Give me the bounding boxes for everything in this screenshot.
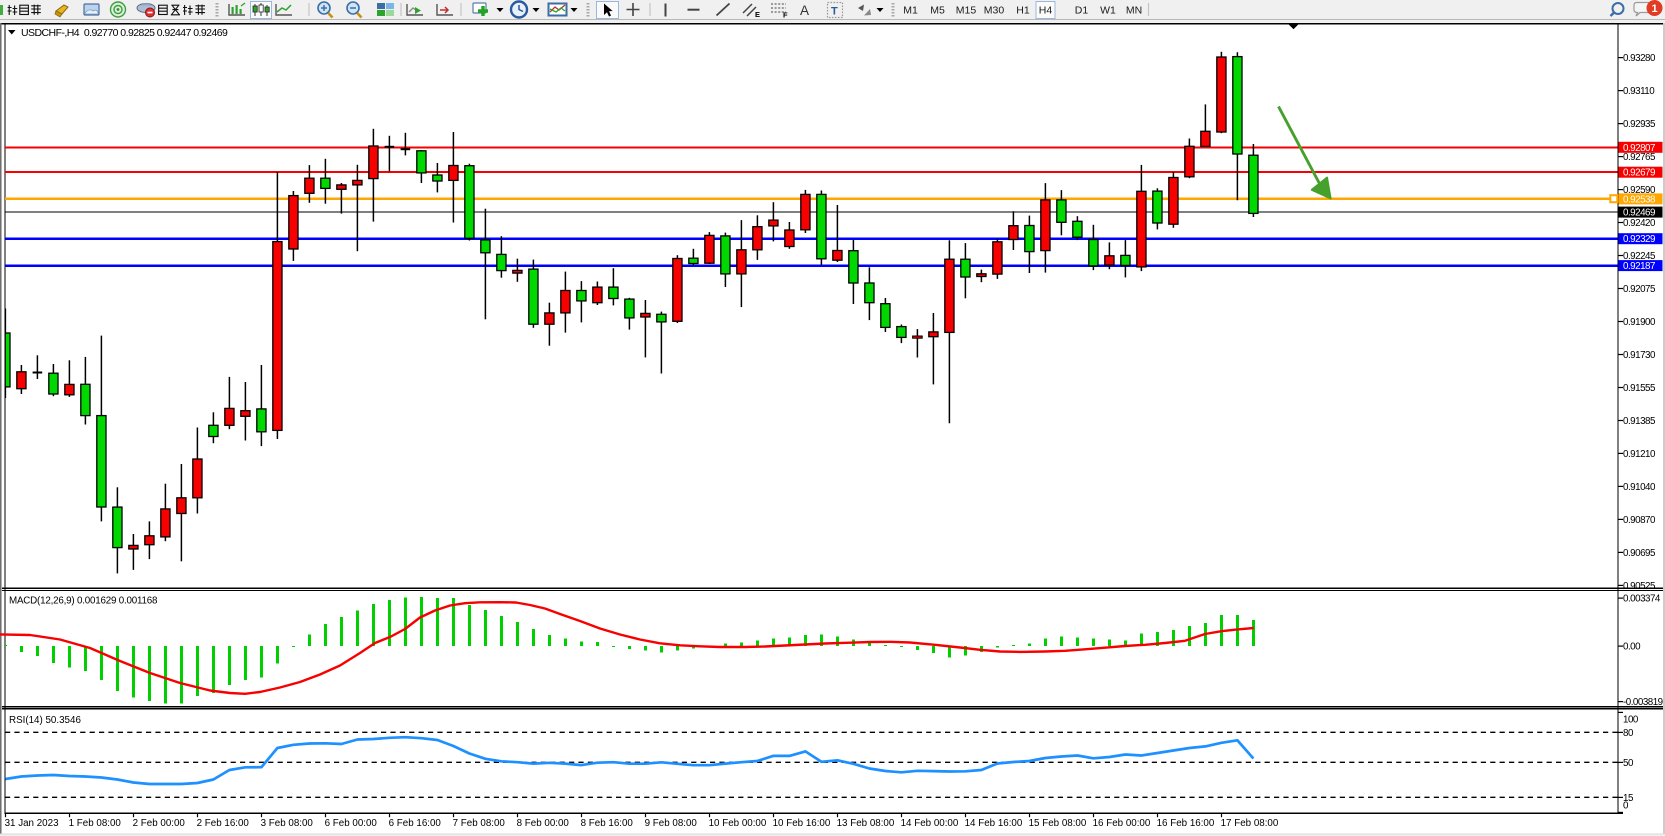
svg-text:0.93280: 0.93280 [1623, 53, 1656, 64]
svg-text:100: 100 [1623, 715, 1639, 726]
svg-text:8 Feb 16:00: 8 Feb 16:00 [581, 818, 634, 829]
svg-text:0.92245: 0.92245 [1623, 251, 1656, 262]
svg-text:0.91900: 0.91900 [1623, 317, 1656, 328]
svg-text:0.90525: 0.90525 [1623, 581, 1656, 592]
svg-text:0.003374: 0.003374 [1623, 594, 1661, 605]
svg-text:USDCHF-,H4 0.92770 0.92825 0.: USDCHF-,H4 0.92770 0.92825 0.92447 0.924… [21, 27, 228, 39]
svg-text:80: 80 [1623, 728, 1634, 739]
svg-text:T: T [831, 6, 838, 18]
svg-text:31 Jan 2023: 31 Jan 2023 [5, 818, 59, 829]
svg-text:0.92187: 0.92187 [1623, 261, 1655, 272]
svg-text:2 Feb 00:00: 2 Feb 00:00 [133, 818, 186, 829]
svg-text:0.92590: 0.92590 [1623, 185, 1656, 196]
svg-text:14 Feb 16:00: 14 Feb 16:00 [965, 818, 1023, 829]
svg-text:0.92765: 0.92765 [1623, 152, 1656, 163]
svg-text:M1: M1 [903, 5, 918, 17]
svg-text:10 Feb 00:00: 10 Feb 00:00 [709, 818, 767, 829]
svg-text:M5: M5 [930, 5, 945, 17]
svg-text:0.92679: 0.92679 [1623, 168, 1655, 179]
svg-text:0.92469: 0.92469 [1623, 208, 1655, 219]
svg-text:8 Feb 00:00: 8 Feb 00:00 [517, 818, 570, 829]
svg-text:17 Feb 08:00: 17 Feb 08:00 [1221, 818, 1279, 829]
svg-text:16 Feb 00:00: 16 Feb 00:00 [1093, 818, 1151, 829]
svg-text:2 Feb 16:00: 2 Feb 16:00 [197, 818, 250, 829]
svg-text:0.91385: 0.91385 [1623, 416, 1656, 427]
svg-text:0.93110: 0.93110 [1623, 86, 1655, 97]
svg-text:0.00: 0.00 [1623, 642, 1641, 653]
svg-text:13 Feb 08:00: 13 Feb 08:00 [837, 818, 895, 829]
svg-text:9 Feb 08:00: 9 Feb 08:00 [645, 818, 698, 829]
svg-text:14 Feb 00:00: 14 Feb 00:00 [901, 818, 959, 829]
svg-text:-0.003819: -0.003819 [1623, 697, 1663, 708]
svg-text:E: E [755, 10, 760, 19]
svg-text:0.90695: 0.90695 [1623, 548, 1656, 559]
svg-text:3 Feb 08:00: 3 Feb 08:00 [261, 818, 314, 829]
svg-text:RSI(14) 50.3546: RSI(14) 50.3546 [9, 715, 81, 726]
svg-text:0.92807: 0.92807 [1623, 143, 1655, 154]
svg-text:50: 50 [1623, 758, 1634, 769]
svg-text:1: 1 [1651, 3, 1657, 15]
svg-text:MACD(12,26,9) 0.001629 0.00116: MACD(12,26,9) 0.001629 0.001168 [9, 595, 158, 606]
svg-text:H1: H1 [1016, 5, 1030, 17]
svg-text:7 Feb 08:00: 7 Feb 08:00 [453, 818, 506, 829]
svg-text:H4: H4 [1039, 5, 1053, 17]
svg-text:0.92075: 0.92075 [1623, 284, 1656, 295]
svg-text:0.90870: 0.90870 [1623, 515, 1656, 526]
svg-text:15 Feb 08:00: 15 Feb 08:00 [1029, 818, 1087, 829]
svg-text:6 Feb 16:00: 6 Feb 16:00 [389, 818, 442, 829]
svg-text:0: 0 [1623, 801, 1629, 812]
svg-text:M15: M15 [956, 5, 977, 17]
svg-text:W1: W1 [1100, 5, 1116, 17]
svg-text:0.92935: 0.92935 [1623, 119, 1656, 130]
svg-text:0.91040: 0.91040 [1623, 482, 1656, 493]
svg-text:MN: MN [1126, 5, 1142, 17]
svg-text:0.92538: 0.92538 [1623, 194, 1656, 205]
svg-text:D1: D1 [1075, 5, 1089, 17]
svg-text:16 Feb 16:00: 16 Feb 16:00 [1157, 818, 1215, 829]
svg-text:0.91210: 0.91210 [1623, 449, 1656, 460]
svg-text:1 Feb 08:00: 1 Feb 08:00 [69, 818, 122, 829]
svg-text:M30: M30 [984, 5, 1005, 17]
svg-text:10 Feb 16:00: 10 Feb 16:00 [773, 818, 831, 829]
svg-text:15: 15 [1623, 793, 1634, 804]
svg-text:0.92329: 0.92329 [1623, 234, 1655, 245]
svg-text:0.91555: 0.91555 [1623, 383, 1656, 394]
svg-text:6 Feb 00:00: 6 Feb 00:00 [325, 818, 378, 829]
svg-text:0.91730: 0.91730 [1623, 350, 1656, 361]
svg-text:F: F [783, 11, 788, 20]
svg-text:A: A [800, 3, 809, 18]
svg-text:0.92420: 0.92420 [1623, 218, 1656, 229]
